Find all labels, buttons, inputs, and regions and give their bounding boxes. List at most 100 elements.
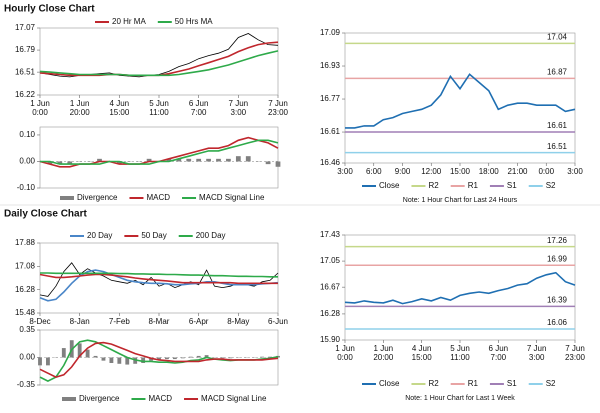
y-tick-label: 16.28: [15, 285, 36, 294]
legend-label: MACD: [148, 394, 172, 403]
divergence-bar: [97, 158, 102, 162]
divergence-bar: [93, 355, 98, 358]
x-tick-label: 0:00: [538, 167, 554, 176]
y-tick-label: 16.28: [320, 309, 341, 318]
divergence-bar: [47, 161, 53, 165]
divergence-bar: [228, 357, 233, 359]
y-tick-label: 16.51: [15, 67, 36, 76]
level-label: 16.06: [547, 318, 568, 327]
y-tick-label: 16.67: [320, 282, 341, 291]
divergence-bar: [109, 357, 114, 363]
divergence-bar: [46, 357, 50, 366]
level-label: 16.87: [547, 68, 568, 77]
divergence-bar: [196, 158, 202, 162]
legend-swatch: [60, 196, 74, 200]
x-tick-label: 5 Jun 11:00: [149, 99, 169, 117]
x-tick-label: 15:00: [450, 167, 471, 176]
y-tick-label: -0.35: [17, 380, 36, 389]
divergence-bar: [166, 158, 172, 162]
divergence-bar: [101, 357, 106, 361]
divergence-bar: [188, 356, 193, 358]
x-tick-label: 3:00: [337, 167, 353, 176]
y-tick-label: 16.61: [320, 127, 341, 136]
legend-label: R2: [428, 379, 439, 388]
x-tick-label: 12:00: [421, 167, 442, 176]
section-heading: Hourly Close Chart: [4, 4, 95, 15]
divergence-bar: [172, 357, 177, 360]
chart-note: Note: 1 Hour Chart for Last 24 Hours: [403, 197, 518, 204]
level-label: 16.61: [547, 121, 568, 130]
y-tick-label: -0.10: [17, 183, 36, 192]
legend-label: R2: [428, 181, 439, 190]
legend-swatch: [62, 397, 76, 401]
y-tick-label: 17.05: [320, 256, 341, 265]
x-tick-label: 1 Jun 0:00: [30, 99, 50, 117]
level-label: 17.04: [547, 32, 568, 41]
x-tick-label: 21:00: [507, 167, 528, 176]
x-tick-label: 8-May: [227, 317, 249, 326]
divergence-bar: [196, 355, 201, 358]
legend-label: MACD: [146, 193, 170, 202]
legend-label: 50 Hrs MA: [175, 17, 213, 26]
legend-label: Close: [379, 181, 400, 190]
y-tick-label: 0.00: [19, 353, 35, 362]
divergence-bar: [67, 161, 73, 165]
x-tick-label: 6 Jun 7:00: [489, 344, 509, 362]
chart-note: Note: 1 Hour Chart for Last 1 Week: [405, 395, 515, 402]
y-tick-label: 16.79: [15, 45, 36, 54]
y-tick-label: 17.43: [320, 230, 341, 239]
divergence-bar: [77, 343, 82, 358]
divergence-bar: [245, 156, 251, 162]
x-tick-label: 7 Jun 3:00: [527, 344, 547, 362]
y-tick-label: 17.08: [15, 261, 36, 270]
x-tick-label: 1 Jun 0:00: [335, 344, 355, 362]
x-tick-label: 4 Jun 15:00: [109, 99, 130, 117]
divergence-bar: [268, 356, 272, 358]
divergence-bar: [125, 357, 130, 365]
plot-frame: [39, 126, 279, 189]
divergence-bar: [206, 158, 211, 162]
y-tick-label: 16.22: [15, 90, 36, 99]
series-line: [39, 341, 279, 378]
legend-label: S1: [507, 181, 517, 190]
x-tick-label: 6-Apr: [189, 317, 209, 326]
x-tick-label: 8-Jan: [70, 317, 90, 326]
legend-label: Close: [379, 379, 400, 388]
divergence-bar: [275, 161, 281, 167]
series-line: [39, 273, 278, 285]
y-tick-label: 16.93: [320, 61, 341, 70]
legend-label: 50 Day: [141, 231, 166, 240]
legend-label: S1: [507, 379, 517, 388]
x-tick-label: 7 Jun 23:00: [565, 344, 586, 362]
series-line: [40, 139, 279, 165]
legend-label: MACD Signal Line: [201, 394, 267, 403]
legend-label: Divergence: [79, 394, 120, 403]
y-tick-label: 17.09: [320, 28, 341, 37]
divergence-bar: [117, 357, 122, 364]
x-tick-label: 5 Jun 11:00: [450, 344, 470, 362]
x-tick-label: 7 Jun 3:00: [229, 99, 249, 117]
level-label: 16.51: [547, 142, 568, 151]
level-label: 17.26: [547, 236, 568, 245]
y-tick-label: 17.07: [15, 23, 36, 32]
divergence-bar: [116, 161, 122, 165]
legend-label: MACD Signal Line: [199, 193, 265, 202]
x-tick-label: 7-Feb: [109, 317, 130, 326]
legend-label: 200 Day: [196, 231, 226, 240]
x-tick-label: 4 Jun 15:00: [412, 344, 433, 362]
divergence-bar: [216, 158, 221, 162]
divergence-bar: [61, 348, 66, 358]
y-tick-label: 15.90: [320, 335, 341, 344]
x-tick-label: 3:00: [567, 167, 583, 176]
x-tick-label: 9:00: [395, 167, 411, 176]
divergence-bar: [165, 357, 169, 360]
divergence-bar: [220, 357, 225, 359]
y-tick-label: 16.46: [320, 158, 341, 167]
legend-label: 20 Day: [87, 231, 112, 240]
x-tick-label: 6:00: [366, 167, 382, 176]
legend-label: 20 Hr MA: [112, 17, 146, 26]
x-tick-label: 8-Dec: [29, 317, 50, 326]
x-tick-label: 1 Jun 20:00: [70, 99, 91, 117]
